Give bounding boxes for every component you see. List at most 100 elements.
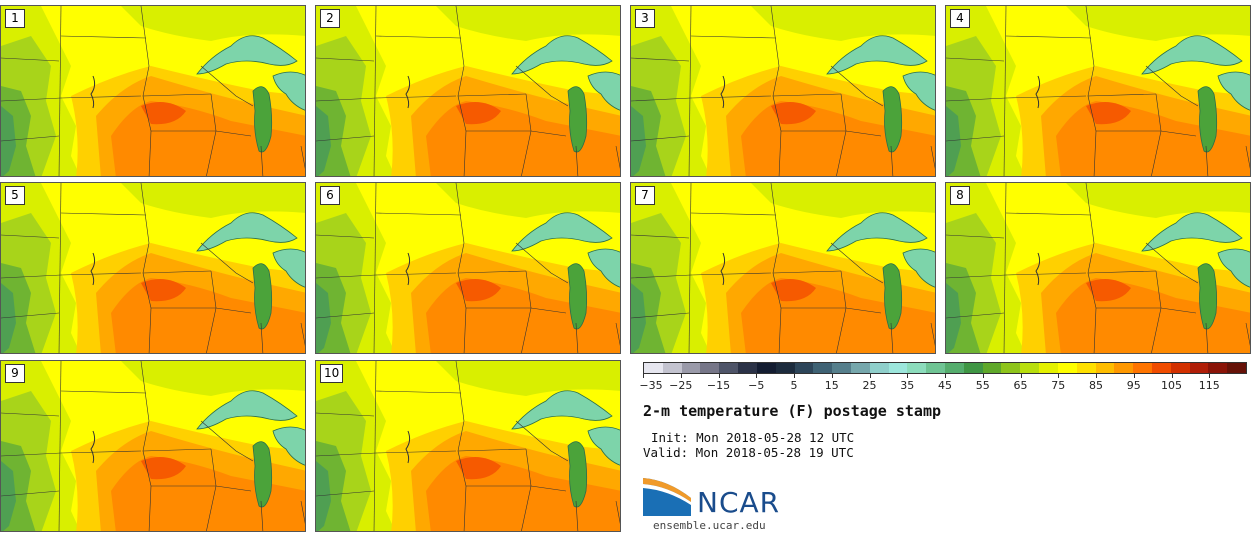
colorbar-tick-mark xyxy=(680,374,682,378)
ensemble-url: ensemble.ucar.edu xyxy=(653,519,766,532)
colorbar-tick-label: 5 xyxy=(790,379,798,392)
colorbar-tick-mark xyxy=(1020,374,1022,378)
colorbar-tick-label: −15 xyxy=(706,379,731,392)
ncar-logo-icon xyxy=(643,478,691,516)
temperature-map-2 xyxy=(316,6,620,176)
colorbar-tick-label: 95 xyxy=(1126,379,1141,392)
colorbar-swatch xyxy=(1227,363,1246,373)
panel-label-7: 7 xyxy=(635,186,655,205)
panel-label-10: 10 xyxy=(320,364,344,383)
colorbar-swatch xyxy=(775,363,795,373)
colorbar-ticks: −35 −25 −15 −5 5 15 25 35 45 55 65 75 85 95 105 115 xyxy=(639,374,1247,396)
panel-label-6: 6 xyxy=(320,186,340,205)
colorbar-swatch xyxy=(1001,363,1021,373)
temperature-map-10 xyxy=(316,361,620,531)
ncar-logo-text: NCAR xyxy=(697,486,781,519)
panel-label-3: 3 xyxy=(635,9,655,28)
temperature-map-6 xyxy=(316,183,620,353)
colorbar-swatch xyxy=(794,363,814,373)
temperature-map-3 xyxy=(631,6,935,176)
temperature-map-4 xyxy=(946,6,1250,176)
colorbar-tick-mark xyxy=(794,374,795,378)
colorbar-tick-mark xyxy=(643,374,644,378)
colorbar-tick-mark xyxy=(869,374,871,378)
colorbar-swatch xyxy=(1039,363,1058,373)
panel-label-8: 8 xyxy=(950,186,970,205)
temperature-map-1 xyxy=(1,6,305,176)
temperature-map-7 xyxy=(631,183,935,353)
panel-label-1: 1 xyxy=(5,9,25,28)
colorbar-tick-mark xyxy=(718,374,720,378)
colorbar-tick-label: 15 xyxy=(824,379,839,392)
colorbar-swatch xyxy=(756,363,776,373)
colorbar-tick-label: 75 xyxy=(1051,379,1066,392)
colorbar-tick-mark xyxy=(982,374,984,378)
colorbar-swatch xyxy=(850,363,870,373)
map-panel-2: 2 xyxy=(315,5,621,177)
colorbar-tick-label: 105 xyxy=(1161,379,1182,392)
colorbar-tick-mark xyxy=(1209,374,1211,378)
map-panel-1: 1 xyxy=(0,5,306,177)
colorbar-swatch xyxy=(662,363,682,373)
map-panel-10: 10 xyxy=(315,360,621,532)
colorbar-swatch xyxy=(719,363,739,373)
colorbar-tick-label: 55 xyxy=(975,379,990,392)
temperature-colorbar xyxy=(643,362,1247,374)
panel-label-9: 9 xyxy=(5,364,25,383)
panel-label-5: 5 xyxy=(5,186,25,205)
colorbar-swatch xyxy=(869,363,889,373)
map-panel-9: 9 xyxy=(0,360,306,532)
colorbar-tick-mark xyxy=(907,374,909,378)
temperature-map-5 xyxy=(1,183,305,353)
colorbar-swatch xyxy=(644,363,663,373)
colorbar-swatch xyxy=(1095,363,1115,373)
map-panel-5: 5 xyxy=(0,182,306,354)
temperature-map-9 xyxy=(1,361,305,531)
colorbar-swatch xyxy=(1114,363,1134,373)
valid-time: Valid: Mon 2018-05-28 19 UTC xyxy=(643,445,854,460)
colorbar-swatch xyxy=(1208,363,1228,373)
colorbar-tick-label: −25 xyxy=(669,379,693,392)
colorbar-swatch xyxy=(1170,363,1190,373)
colorbar-swatch xyxy=(681,363,701,373)
colorbar-swatch xyxy=(738,363,757,373)
map-panel-6: 6 xyxy=(315,182,621,354)
colorbar-tick-label: 35 xyxy=(900,379,915,392)
colorbar-swatch xyxy=(926,363,945,373)
map-panel-4: 4 xyxy=(945,5,1251,177)
colorbar-tick-mark xyxy=(756,374,758,378)
colorbar-tick-label: 115 xyxy=(1198,379,1220,392)
colorbar-swatch xyxy=(1057,363,1077,373)
colorbar-swatch xyxy=(982,363,1002,373)
panel-label-4: 4 xyxy=(950,9,970,28)
colorbar-tick-mark xyxy=(1096,374,1097,378)
map-panel-8: 8 xyxy=(945,182,1251,354)
map-panel-7: 7 xyxy=(630,182,936,354)
colorbar-tick-mark xyxy=(831,374,833,378)
colorbar-swatch xyxy=(700,363,720,373)
colorbar-swatch xyxy=(1189,363,1209,373)
colorbar-tick-label: −5 xyxy=(748,379,765,392)
colorbar-swatch xyxy=(963,363,983,373)
colorbar-swatch xyxy=(888,363,908,373)
init-time: Init: Mon 2018-05-28 12 UTC xyxy=(651,430,855,445)
colorbar-tick-mark xyxy=(1171,374,1173,378)
colorbar-tick-label: −35 xyxy=(639,379,663,392)
panel-label-2: 2 xyxy=(320,9,340,28)
colorbar-tick-mark xyxy=(945,374,946,378)
colorbar-swatch xyxy=(832,363,851,373)
colorbar-swatch xyxy=(1151,363,1171,373)
colorbar-tick-label: 25 xyxy=(862,379,877,392)
map-panel-3: 3 xyxy=(630,5,936,177)
colorbar-tick-label: 65 xyxy=(1013,379,1028,392)
colorbar-swatch xyxy=(1133,363,1152,373)
colorbar-swatch xyxy=(945,363,964,373)
colorbar-swatch xyxy=(813,363,833,373)
colorbar-swatch xyxy=(907,363,927,373)
colorbar-tick-mark xyxy=(1133,374,1135,378)
colorbar-swatch xyxy=(1020,363,1040,373)
colorbar-tick-label: 45 xyxy=(938,379,952,392)
temperature-map-8 xyxy=(946,183,1250,353)
figure-title: 2-m temperature (F) postage stamp xyxy=(643,402,942,420)
colorbar-swatch xyxy=(1076,363,1096,373)
